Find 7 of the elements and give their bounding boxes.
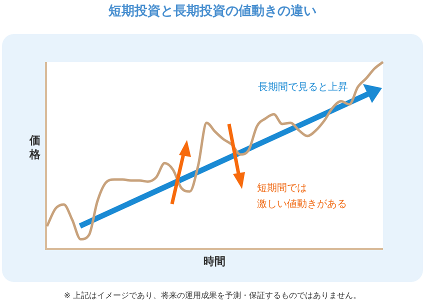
- annotation: 短期間では: [257, 182, 307, 195]
- x-axis-title: 時間: [202, 254, 226, 269]
- y-axis-title: 価格: [28, 134, 42, 162]
- annotation: 長期間で見ると上昇: [258, 80, 348, 94]
- text: ※ 上記はイメージであり、将来の運用成果を予測・保証するものではありません。: [62, 290, 362, 301]
- chart-title: 短期投資と長期投資の値動きの違い: [108, 3, 318, 20]
- annotation: 激しい値動きがある: [257, 198, 347, 211]
